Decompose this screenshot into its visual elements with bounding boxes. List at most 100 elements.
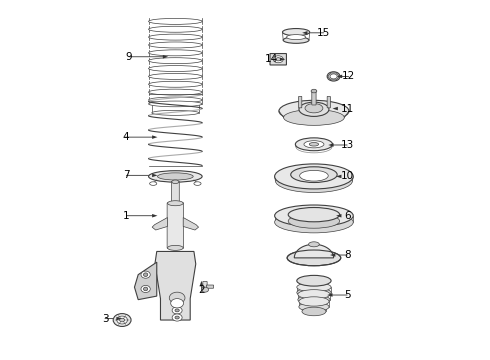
Text: 9: 9 — [125, 52, 132, 62]
Text: 13: 13 — [341, 140, 354, 150]
Text: 14: 14 — [265, 54, 278, 64]
Ellipse shape — [120, 318, 124, 322]
Ellipse shape — [297, 283, 331, 292]
Ellipse shape — [276, 58, 281, 61]
Ellipse shape — [148, 66, 202, 72]
Ellipse shape — [149, 182, 157, 185]
Text: 4: 4 — [122, 132, 129, 142]
FancyBboxPatch shape — [327, 96, 330, 108]
Ellipse shape — [288, 207, 340, 222]
Ellipse shape — [148, 97, 202, 103]
Ellipse shape — [295, 138, 333, 151]
Ellipse shape — [273, 56, 283, 63]
Text: 8: 8 — [344, 250, 350, 260]
Ellipse shape — [287, 250, 341, 266]
Text: 10: 10 — [341, 171, 354, 181]
Ellipse shape — [144, 287, 148, 291]
Ellipse shape — [275, 211, 353, 233]
Text: 12: 12 — [342, 71, 355, 81]
Ellipse shape — [288, 214, 340, 228]
FancyBboxPatch shape — [312, 91, 316, 105]
Ellipse shape — [148, 73, 202, 80]
Ellipse shape — [148, 171, 202, 182]
Ellipse shape — [175, 309, 179, 312]
Ellipse shape — [113, 314, 131, 327]
Ellipse shape — [291, 167, 337, 183]
FancyBboxPatch shape — [206, 285, 214, 288]
Ellipse shape — [141, 271, 150, 278]
Ellipse shape — [144, 273, 148, 276]
Polygon shape — [152, 214, 157, 217]
Polygon shape — [280, 58, 285, 61]
Polygon shape — [294, 244, 334, 258]
Ellipse shape — [168, 201, 183, 206]
FancyBboxPatch shape — [203, 282, 207, 290]
Ellipse shape — [327, 72, 340, 81]
Polygon shape — [328, 143, 334, 147]
Ellipse shape — [148, 26, 202, 32]
Ellipse shape — [172, 307, 182, 314]
Ellipse shape — [172, 180, 179, 184]
Polygon shape — [336, 175, 342, 178]
Polygon shape — [134, 262, 157, 300]
Ellipse shape — [141, 285, 150, 293]
Text: 2: 2 — [198, 285, 205, 295]
Ellipse shape — [194, 182, 201, 185]
Polygon shape — [336, 214, 342, 217]
Ellipse shape — [283, 37, 309, 43]
Ellipse shape — [309, 242, 319, 247]
Ellipse shape — [117, 316, 127, 324]
Text: 1: 1 — [123, 211, 130, 221]
FancyBboxPatch shape — [167, 203, 184, 248]
Ellipse shape — [330, 74, 337, 79]
Polygon shape — [337, 75, 342, 78]
Ellipse shape — [275, 205, 353, 226]
Ellipse shape — [299, 297, 329, 306]
Text: 6: 6 — [344, 211, 350, 221]
Ellipse shape — [299, 102, 329, 116]
Polygon shape — [163, 55, 168, 59]
Polygon shape — [302, 31, 308, 35]
Text: 5: 5 — [344, 290, 350, 300]
Ellipse shape — [175, 316, 179, 319]
Ellipse shape — [302, 307, 326, 316]
Ellipse shape — [148, 18, 202, 24]
Ellipse shape — [298, 290, 330, 299]
Ellipse shape — [279, 100, 349, 122]
Polygon shape — [327, 293, 333, 297]
Ellipse shape — [275, 164, 353, 189]
Polygon shape — [155, 251, 196, 320]
Ellipse shape — [148, 101, 202, 107]
Ellipse shape — [283, 28, 310, 36]
Polygon shape — [199, 281, 203, 286]
Ellipse shape — [309, 143, 318, 146]
FancyBboxPatch shape — [298, 96, 302, 108]
Polygon shape — [330, 253, 335, 257]
FancyBboxPatch shape — [270, 54, 287, 65]
Ellipse shape — [148, 50, 202, 56]
Ellipse shape — [298, 295, 330, 304]
Ellipse shape — [201, 287, 209, 292]
Ellipse shape — [311, 89, 317, 93]
Polygon shape — [152, 174, 157, 177]
Text: 11: 11 — [341, 104, 354, 113]
Polygon shape — [117, 317, 122, 320]
Ellipse shape — [171, 298, 184, 308]
Ellipse shape — [305, 104, 323, 113]
Ellipse shape — [300, 170, 328, 181]
Ellipse shape — [275, 169, 352, 193]
Text: 15: 15 — [317, 28, 330, 38]
Ellipse shape — [297, 288, 331, 297]
Ellipse shape — [299, 302, 329, 311]
Ellipse shape — [297, 275, 331, 286]
Polygon shape — [183, 217, 198, 230]
Ellipse shape — [148, 58, 202, 64]
Ellipse shape — [287, 35, 306, 40]
Ellipse shape — [148, 42, 202, 48]
Ellipse shape — [152, 111, 199, 115]
Ellipse shape — [148, 89, 202, 95]
Ellipse shape — [172, 314, 182, 321]
Polygon shape — [152, 135, 157, 139]
Text: 7: 7 — [123, 170, 130, 180]
Ellipse shape — [284, 110, 344, 125]
